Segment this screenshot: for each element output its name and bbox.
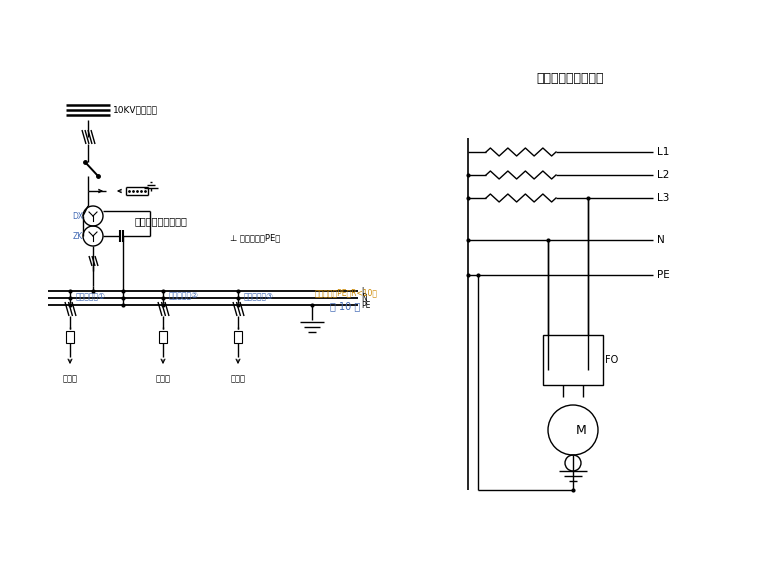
Text: N: N	[361, 294, 367, 303]
Bar	[159, 331, 167, 343]
Text: ⊥ 保护接零（PE）: ⊥ 保护接零（PE）	[230, 233, 280, 242]
Text: 二级配电箱①: 二级配电箱①	[76, 291, 106, 300]
Bar	[234, 331, 242, 343]
Text: L3: L3	[657, 193, 670, 203]
Text: 二级配电箱②: 二级配电箱②	[169, 291, 199, 300]
Text: 总配电箱（一级箱）: 总配电箱（一级箱）	[135, 216, 188, 226]
Text: 第 10 页: 第 10 页	[330, 301, 360, 311]
Text: N: N	[657, 235, 665, 245]
Text: 重复接地（PE）R<10欧: 重复接地（PE）R<10欧	[315, 288, 378, 298]
Text: 三级笱: 三级笱	[156, 374, 170, 384]
Text: 漏电保护器接线方式: 漏电保护器接线方式	[537, 72, 603, 85]
Text: PE: PE	[361, 300, 370, 310]
Bar	[543, 335, 603, 385]
Text: L2: L2	[657, 170, 670, 180]
Text: FO: FO	[605, 355, 618, 365]
Text: 三级笱: 三级笱	[62, 374, 78, 384]
Text: ZK: ZK	[73, 232, 83, 241]
Text: L: L	[361, 287, 366, 295]
Text: M: M	[575, 423, 587, 436]
Text: L1: L1	[657, 147, 670, 157]
Text: 三级配电箱③: 三级配电箱③	[244, 291, 274, 300]
Text: 三级笱: 三级笱	[230, 374, 245, 384]
Text: DX: DX	[72, 212, 83, 221]
Text: 10KV电源进线: 10KV电源进线	[113, 105, 158, 114]
Text: PE: PE	[657, 270, 670, 280]
Bar	[66, 331, 74, 343]
